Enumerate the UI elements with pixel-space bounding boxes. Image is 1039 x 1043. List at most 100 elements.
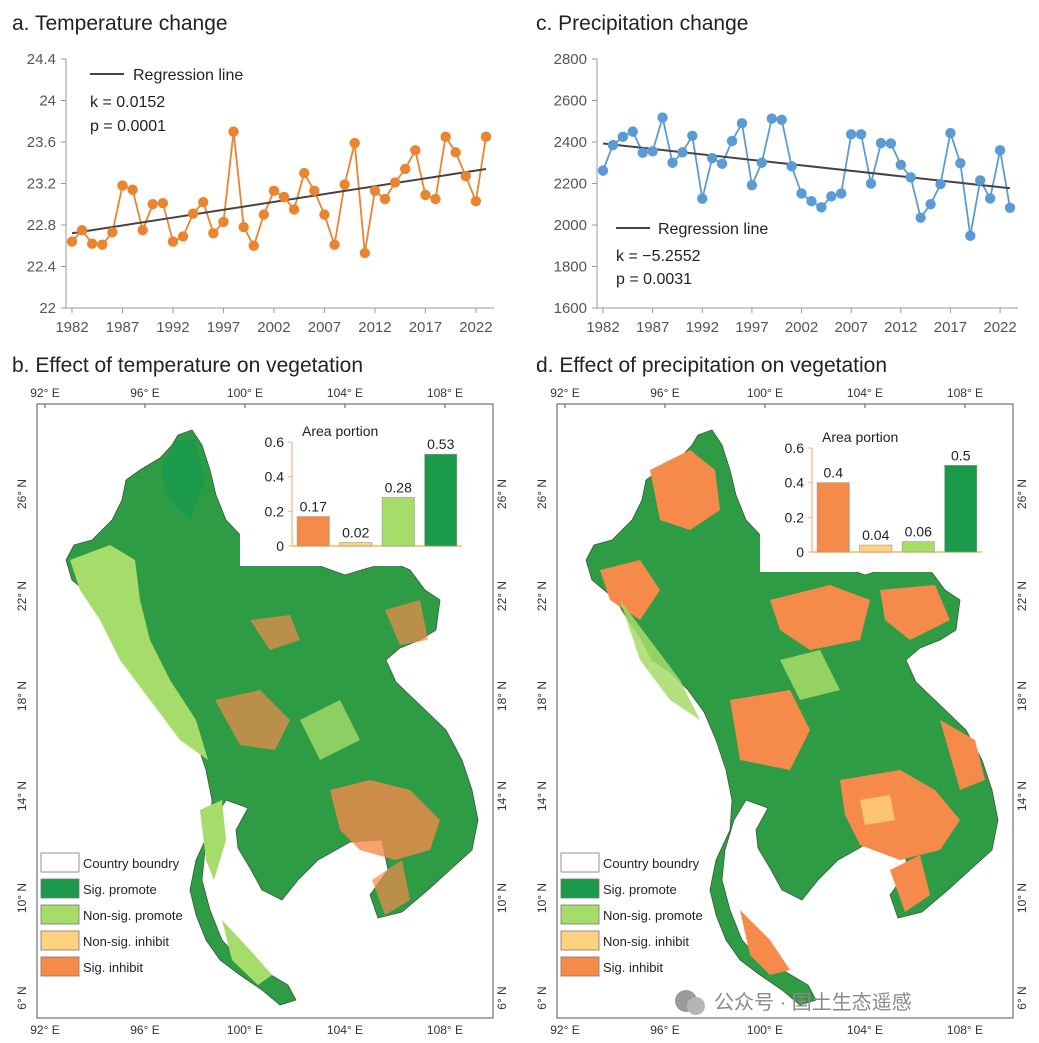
panel-c-data-point xyxy=(836,188,847,199)
panel-c-data-point xyxy=(677,147,688,158)
panel-a-y-tick-label: 22.4 xyxy=(27,259,56,276)
panel-b-lon-label-bottom: 108° E xyxy=(427,1023,463,1037)
panel-a-x-tick-label: 2017 xyxy=(409,319,442,336)
panel-d-lat-label-right: 26° N xyxy=(1015,479,1029,509)
panel-a-data-point xyxy=(339,179,350,190)
panel-b-patch-9 xyxy=(300,700,360,760)
panel-d-legend-swatch xyxy=(560,852,600,873)
panel-d-inset-y-tick-label: 0 xyxy=(796,544,804,560)
panel-b-lat-label-left: 26° N xyxy=(15,479,29,509)
panel-c-data-point xyxy=(905,172,916,183)
panel-d-lat-label-left: 10° N xyxy=(535,883,549,913)
panel-d-inset-y-tick-label: 0.4 xyxy=(785,475,805,491)
panel-c-data-point xyxy=(925,199,936,210)
panel-b-legend-swatch xyxy=(40,956,80,977)
panel-b-inset-bar-label: 0.28 xyxy=(385,479,412,495)
panel-a-y-tick-label: 23.2 xyxy=(27,176,56,193)
panel-a-axes: 22 22.4 22.8 23.2 23.6 24 24.4 1982 1987 1992 1997… xyxy=(27,51,494,336)
panel-d-legend-label: Country boundry xyxy=(603,856,700,871)
panel-b-lon-label-top: 100° E xyxy=(227,386,263,400)
panel-a-x-tick-label: 2012 xyxy=(358,319,391,336)
panel-b-legend-label: Country boundry xyxy=(83,856,180,871)
panel-c-data-point xyxy=(697,193,708,204)
panel-a-data-point xyxy=(309,185,320,196)
panel-c-y-tick-label: 1800 xyxy=(554,259,587,276)
panel-d-lon-label-top: 92° E xyxy=(550,386,579,400)
panel-d-patch-8 xyxy=(890,855,930,912)
panel-b-inset-y-tick-label: 0.4 xyxy=(265,469,285,485)
panel-d-legend-label: Sig. inhibit xyxy=(603,960,663,975)
panel-b-temperature-map: b. Effect of temperature on vegetation 9… xyxy=(12,354,509,1037)
panel-b-map-legend: Country boundry Sig. promote Non-sig. prom… xyxy=(40,852,183,977)
panel-b-patch-10 xyxy=(160,440,205,520)
panel-a-data-point xyxy=(268,185,280,196)
panel-c-legend-label: Regression line xyxy=(658,221,768,238)
panel-c-data-point xyxy=(597,165,609,176)
watermark-text: 公众号 · 国土生态遥感 xyxy=(714,991,912,1014)
panel-d-title: d. Effect of precipitation on vegetation xyxy=(536,354,887,377)
panel-c-data-point xyxy=(736,118,748,129)
panel-c-data-point xyxy=(895,159,907,171)
panel-b-inset-bar xyxy=(424,453,458,547)
panel-b-lat-label-left: 10° N xyxy=(15,883,29,913)
panel-b-lat-label-right: 26° N xyxy=(495,479,509,509)
panel-d-area-inset: Area portion 0 0.2 0.4 0.6 0.4 0.04 0.06 0.5 xyxy=(760,420,1002,572)
panel-d-lat-label-left: 26° N xyxy=(535,479,549,509)
panel-c-data-point xyxy=(855,129,867,140)
panel-d-lon-label-bottom: 96° E xyxy=(650,1023,679,1037)
panel-d-legend-label: Non-sig. inhibit xyxy=(603,934,689,949)
panel-c-data-point xyxy=(955,157,966,169)
panel-a-y-tick-label: 24.4 xyxy=(27,51,56,68)
panel-b-lon-label-bottom: 100° E xyxy=(227,1023,263,1037)
panel-c-data-point xyxy=(796,188,807,199)
panel-a-data-point xyxy=(248,240,259,251)
panel-a-data-point xyxy=(430,193,441,205)
panel-d-legend-swatch xyxy=(560,904,600,925)
panel-b-lat-label-left: 14° N xyxy=(15,781,29,811)
panel-a-data-point xyxy=(288,204,300,215)
panel-d-inset-bar xyxy=(859,544,893,553)
panel-a-data-point xyxy=(440,131,451,143)
panel-c-data-point xyxy=(885,138,897,149)
panel-c-y-tick-label: 1600 xyxy=(554,300,587,317)
panel-c-data-point xyxy=(975,175,986,186)
panel-a-x-tick-label: 2022 xyxy=(459,319,492,336)
panel-d-lat-label-left: 14° N xyxy=(535,781,549,811)
panel-a-data-point xyxy=(460,171,472,182)
panel-b-inset-bar-label: 0.17 xyxy=(300,499,327,515)
panel-a-data-point xyxy=(228,126,239,137)
panel-a-data-point xyxy=(208,228,219,239)
panel-b-legend-label: Non-sig. inhibit xyxy=(83,934,169,949)
panel-c-series-line xyxy=(602,117,1011,236)
panel-d-legend-swatch xyxy=(560,956,600,977)
panel-c-data-point xyxy=(845,129,857,140)
panel-b-inset-bar-label: 0.02 xyxy=(342,525,369,541)
panel-c-data-point xyxy=(607,139,619,151)
panel-d-lon-label-bottom: 108° E xyxy=(947,1023,983,1037)
panel-a-legend-label: Regression line xyxy=(133,67,243,84)
panel-c-x-tick-label: 1997 xyxy=(735,319,768,336)
panel-a-data-point xyxy=(379,193,391,205)
panel-c-x-tick-label: 2017 xyxy=(934,319,967,336)
panel-d-inset-bar xyxy=(944,465,978,553)
panel-c-data-point xyxy=(945,127,956,139)
panel-a-data-point xyxy=(218,216,229,228)
panel-c-data-point xyxy=(687,130,698,141)
panel-b-title: b. Effect of temperature on vegetation xyxy=(12,354,363,377)
panel-b-lon-label-bottom: 92° E xyxy=(30,1023,59,1037)
panel-d-lat-label-left: 22° N xyxy=(535,581,549,611)
panel-c-x-tick-label: 1987 xyxy=(636,319,669,336)
panel-d-patch-3 xyxy=(770,585,870,650)
panel-d-patch-2 xyxy=(600,560,660,620)
panel-b-area-inset: Area portion 0 0.2 0.4 0.6 0.17 0.02 0.28 0.53 xyxy=(240,414,482,566)
panel-a-data-point xyxy=(349,137,360,149)
panel-b-patch-2 xyxy=(200,800,226,880)
panel-c-k-stat: k = −5.2552 xyxy=(616,248,701,265)
panel-b-lat-label-right: 6° N xyxy=(495,986,509,1009)
panel-a-x-tick-label: 2002 xyxy=(257,319,290,336)
panel-b-legend-label: Non-sig. promote xyxy=(83,908,183,923)
panel-d-lat-label-right: 14° N xyxy=(1015,781,1029,811)
panel-c-x-tick-label: 1992 xyxy=(686,319,719,336)
panel-c-x-tick-label: 1982 xyxy=(586,319,619,336)
